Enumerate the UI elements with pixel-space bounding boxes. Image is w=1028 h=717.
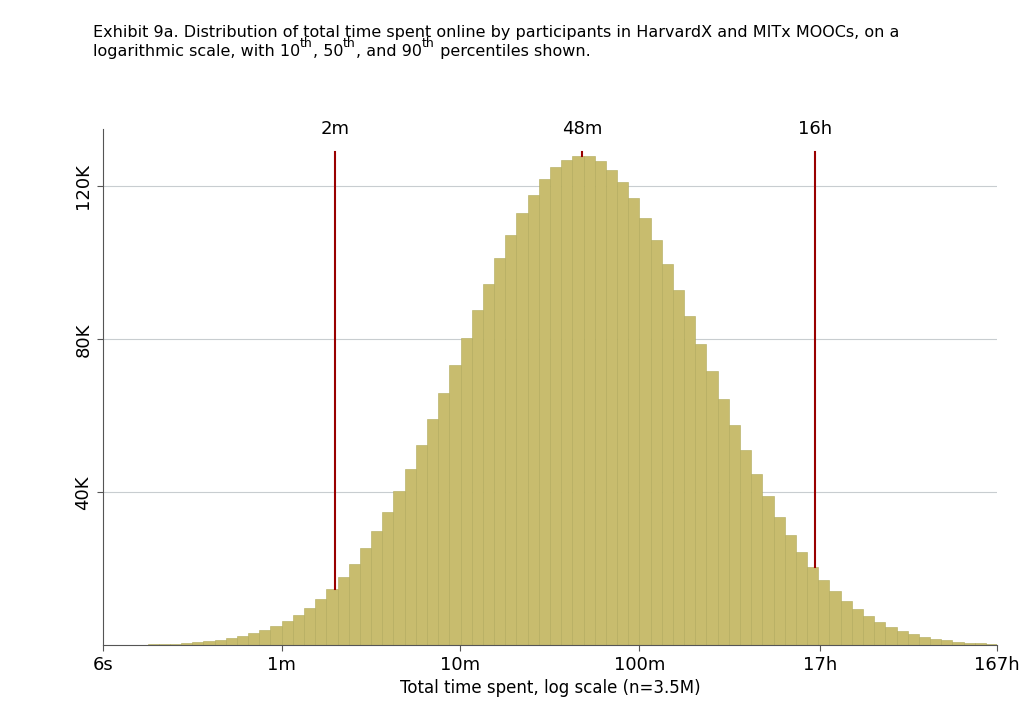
Bar xyxy=(908,634,919,645)
Bar xyxy=(729,425,740,645)
Bar xyxy=(327,589,337,645)
Bar xyxy=(862,617,874,645)
Bar xyxy=(181,643,192,645)
Bar xyxy=(505,234,516,645)
Bar xyxy=(527,194,539,645)
Bar xyxy=(215,640,226,645)
Bar xyxy=(472,310,483,645)
Bar xyxy=(158,644,170,645)
Bar xyxy=(751,474,763,645)
Bar xyxy=(952,642,963,645)
Bar xyxy=(415,445,427,645)
Bar xyxy=(382,513,394,645)
Bar xyxy=(662,264,673,645)
Bar xyxy=(438,393,449,645)
Bar xyxy=(852,609,862,645)
Bar xyxy=(617,182,628,645)
Bar xyxy=(784,536,796,645)
Bar xyxy=(584,156,594,645)
Bar xyxy=(371,531,382,645)
Bar xyxy=(304,607,316,645)
Bar xyxy=(818,580,830,645)
Bar xyxy=(494,258,506,645)
Bar xyxy=(573,156,584,645)
Bar xyxy=(695,344,706,645)
Text: th: th xyxy=(343,37,356,50)
Bar xyxy=(461,338,472,645)
Bar xyxy=(885,627,896,645)
X-axis label: Total time spent, log scale (n=3.5M): Total time spent, log scale (n=3.5M) xyxy=(400,679,700,697)
Bar xyxy=(963,642,975,645)
Bar xyxy=(651,239,662,645)
Bar xyxy=(483,284,494,645)
Bar xyxy=(919,637,930,645)
Bar xyxy=(975,643,986,645)
Bar xyxy=(394,491,405,645)
Bar xyxy=(405,469,415,645)
Bar xyxy=(259,630,270,645)
Text: Exhibit 9a. Distribution of total time spent online by participants in HarvardX : Exhibit 9a. Distribution of total time s… xyxy=(93,25,898,40)
Text: 2m: 2m xyxy=(321,120,350,138)
Bar xyxy=(594,161,605,645)
Bar xyxy=(986,644,997,645)
Text: , and 90: , and 90 xyxy=(356,44,421,59)
Bar xyxy=(337,577,348,645)
Bar xyxy=(796,552,807,645)
Bar xyxy=(293,615,304,645)
Bar xyxy=(706,371,718,645)
Bar xyxy=(807,567,818,645)
Bar xyxy=(170,644,181,645)
Text: th: th xyxy=(300,37,313,50)
Bar xyxy=(684,316,695,645)
Bar xyxy=(628,199,639,645)
Bar xyxy=(896,631,908,645)
Bar xyxy=(427,419,438,645)
Bar xyxy=(348,564,360,645)
Bar xyxy=(773,517,784,645)
Text: logarithmic scale, with 10: logarithmic scale, with 10 xyxy=(93,44,300,59)
Bar xyxy=(718,399,729,645)
Text: percentiles shown.: percentiles shown. xyxy=(435,44,590,59)
Bar xyxy=(639,218,651,645)
Bar xyxy=(360,549,371,645)
Bar xyxy=(270,626,282,645)
Text: th: th xyxy=(421,37,435,50)
Bar xyxy=(550,167,561,645)
Bar xyxy=(605,170,617,645)
Bar xyxy=(316,599,326,645)
Bar xyxy=(930,639,942,645)
Text: 48m: 48m xyxy=(562,120,602,138)
Bar xyxy=(874,622,885,645)
Bar xyxy=(516,213,527,645)
Bar xyxy=(539,179,550,645)
Bar xyxy=(226,638,236,645)
Bar xyxy=(830,592,841,645)
Text: 16h: 16h xyxy=(798,120,832,138)
Bar xyxy=(841,601,852,645)
Text: , 50: , 50 xyxy=(313,44,343,59)
Bar xyxy=(192,642,204,645)
Bar xyxy=(282,621,293,645)
Bar xyxy=(740,450,751,645)
Bar xyxy=(673,290,684,645)
Bar xyxy=(449,366,461,645)
Bar xyxy=(763,496,773,645)
Bar xyxy=(204,641,215,645)
Bar xyxy=(248,634,259,645)
Bar xyxy=(561,160,573,645)
Bar xyxy=(942,640,952,645)
Bar xyxy=(236,636,248,645)
